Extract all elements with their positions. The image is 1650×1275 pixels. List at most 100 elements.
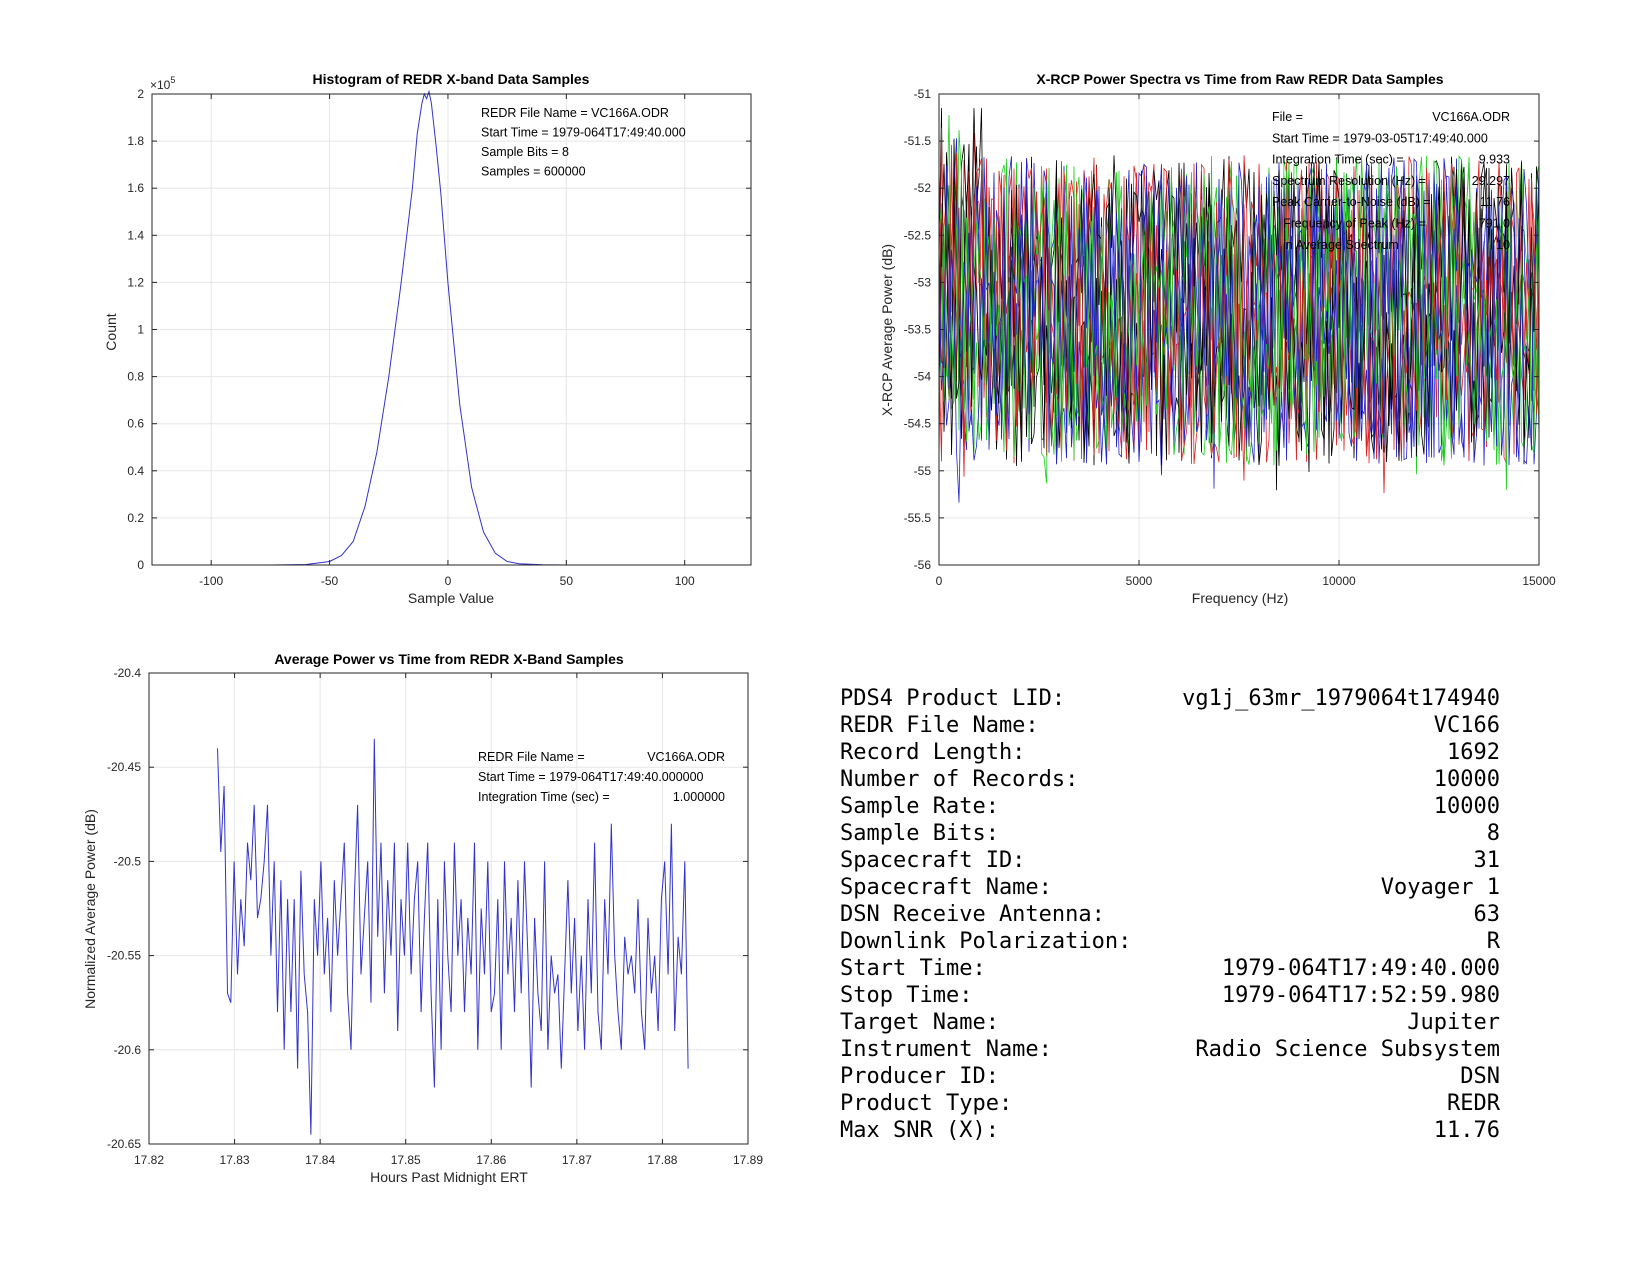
info-value: 31: [1473, 848, 1501, 873]
info-value: DSN: [1460, 1064, 1500, 1089]
spectra-annotation-label: Integration Time (sec) =: [1272, 153, 1404, 167]
spectra-xtick-label: 0: [936, 574, 943, 588]
spectra-annotation-label: in Average Spectrum: [1283, 238, 1399, 252]
spectra-ytick-label: -54.5: [904, 417, 932, 431]
info-label: Sample Rate:: [840, 794, 999, 819]
info-label: Stop Time:: [840, 983, 973, 1008]
power-ylabel: Normalized Average Power (dB): [82, 809, 98, 1009]
power-xtick-label: 17.85: [391, 1153, 421, 1167]
power-annotation-label: REDR File Name =: [478, 750, 585, 764]
spectra-series-line: [938, 143, 1540, 466]
info-label: REDR File Name:: [840, 713, 1039, 738]
spectra-annotation-value: 29.297: [1472, 174, 1510, 188]
power-axes-box: [148, 672, 749, 1145]
info-row: Instrument Name: Radio Science Subsystem: [840, 1036, 1500, 1063]
power-ytick-label: -20.5: [114, 854, 142, 868]
info-label: PDS4 Product LID:: [840, 686, 1066, 711]
info-label: Downlink Polarization:: [840, 929, 1132, 954]
spectra-ytick-label: -52: [914, 181, 932, 195]
info-label: Spacecraft ID:: [840, 848, 1026, 873]
power-ytick-label: -20.6: [114, 1043, 142, 1057]
spectra-ytick-label: -53.5: [904, 323, 932, 337]
histogram-ytick-label: 0.6: [127, 417, 144, 431]
histogram-annotation: Start Time = 1979-064T17:49:40.000: [481, 126, 686, 140]
histogram-multiplier: ×105: [150, 75, 175, 92]
spectra-annotation-label: Spectrum Resolution (Hz) =: [1272, 174, 1426, 188]
info-value: VC166: [1433, 713, 1500, 738]
power-xtick-label: 17.87: [562, 1153, 592, 1167]
info-label: DSN Receive Antenna:: [840, 902, 1105, 927]
info-value: Radio Science Subsystem: [1195, 1037, 1500, 1062]
power-ytick-label: -20.55: [107, 949, 141, 963]
info-value: 11.76: [1433, 1118, 1500, 1143]
spectra-ytick-label: -53: [914, 275, 932, 289]
power-xtick-label: 17.88: [647, 1153, 677, 1167]
info-value: 10000: [1433, 767, 1500, 792]
histogram-xtick-label: 50: [560, 574, 574, 588]
spectra-chart: X-RCP Power Spectra vs Time from Raw RED…: [879, 71, 1556, 606]
histogram-xlabel: Sample Value: [408, 590, 494, 606]
info-value: 1692: [1447, 740, 1500, 765]
histogram-ytick-label: 1: [137, 323, 144, 337]
spectra-ytick-label: -51: [914, 87, 932, 101]
info-row: Stop Time: 1979-064T17:52:59.980: [840, 982, 1500, 1009]
info-row: Sample Bits: 8: [840, 820, 1500, 847]
power-xlabel: Hours Past Midnight ERT: [370, 1169, 528, 1185]
power-annotation-value: VC166A.ODR: [647, 750, 725, 764]
info-value: 10000: [1433, 794, 1500, 819]
info-value: vg1j_63mr_1979064t174940: [1182, 686, 1500, 711]
info-row: Downlink Polarization: R: [840, 928, 1500, 955]
power-annotation-value: 1.000000: [673, 790, 725, 804]
info-label: Sample Bits:: [840, 821, 999, 846]
info-value: 1979-064T17:52:59.980: [1221, 983, 1500, 1008]
info-value: REDR: [1447, 1091, 1500, 1116]
spectra-annotation-value: 11.76: [1480, 195, 1510, 209]
info-row: Producer ID: DSN: [840, 1063, 1500, 1090]
info-label: Producer ID:: [840, 1064, 999, 1089]
histogram-ytick-label: 2: [137, 87, 144, 101]
histogram-series-line: [270, 89, 590, 566]
info-row: Spacecraft Name: Voyager 1: [840, 874, 1500, 901]
histogram-xtick-label: 0: [445, 574, 452, 588]
histogram-chart: Histogram of REDR X-band Data Samples Sa…: [103, 71, 752, 606]
info-label: Instrument Name:: [840, 1037, 1052, 1062]
info-label: Product Type:: [840, 1091, 1013, 1116]
power-xtick-label: 17.86: [476, 1153, 506, 1167]
spectra-annotation-label: Frequency of Peak (Hz) =: [1283, 217, 1426, 231]
info-value: Jupiter: [1407, 1010, 1500, 1035]
spectra-ytick-label: -54: [914, 370, 932, 384]
power-ytick-label: -20.65: [107, 1137, 141, 1151]
spectra-xtick-label: 10000: [1322, 574, 1356, 588]
info-label: Number of Records:: [840, 767, 1079, 792]
info-row: Max SNR (X): 11.76: [840, 1117, 1500, 1144]
spectra-xtick-label: 5000: [1126, 574, 1153, 588]
info-row: DSN Receive Antenna: 63: [840, 901, 1500, 928]
info-row: Product Type: REDR: [840, 1090, 1500, 1117]
spectra-title: X-RCP Power Spectra vs Time from Raw RED…: [1036, 71, 1443, 87]
power-ytick-label: -20.45: [107, 760, 141, 774]
info-value: R: [1486, 929, 1500, 954]
histogram-xtick-label: -50: [321, 574, 339, 588]
spectra-series-line: [938, 157, 1540, 503]
histogram-annotation: REDR File Name = VC166A.ODR: [481, 106, 669, 120]
spectra-annotation-label: Peak Carrier-to-Noise (dB) =: [1272, 195, 1431, 209]
histogram-annotation: Sample Bits = 8: [481, 145, 569, 159]
info-row: Record Length: 1692: [840, 739, 1500, 766]
spectra-annotation-label: File =: [1272, 110, 1303, 124]
info-row: PDS4 Product LID: vg1j_63mr_1979064t17494…: [840, 685, 1500, 712]
info-label: Spacecraft Name:: [840, 875, 1052, 900]
histogram-ylabel: Count: [103, 313, 119, 350]
histogram-title: Histogram of REDR X-band Data Samples: [313, 71, 590, 87]
histogram-xtick-label: -100: [199, 574, 223, 588]
histogram-ytick-label: 0.4: [127, 464, 144, 478]
histogram-xtick-label: 100: [675, 574, 695, 588]
spectra-ytick-label: -52.5: [904, 228, 932, 242]
spectra-ytick-label: -55: [914, 464, 932, 478]
power-xtick-label: 17.83: [220, 1153, 250, 1167]
power-xtick-label: 17.89: [733, 1153, 763, 1167]
info-value: 1979-064T17:49:40.000: [1221, 956, 1500, 981]
spectra-series-line: [938, 153, 1540, 465]
spectra-annotation-value: 10: [1496, 238, 1510, 252]
power-xtick-label: 17.84: [305, 1153, 335, 1167]
product-info-table: PDS4 Product LID: vg1j_63mr_1979064t17494…: [840, 685, 1500, 1144]
